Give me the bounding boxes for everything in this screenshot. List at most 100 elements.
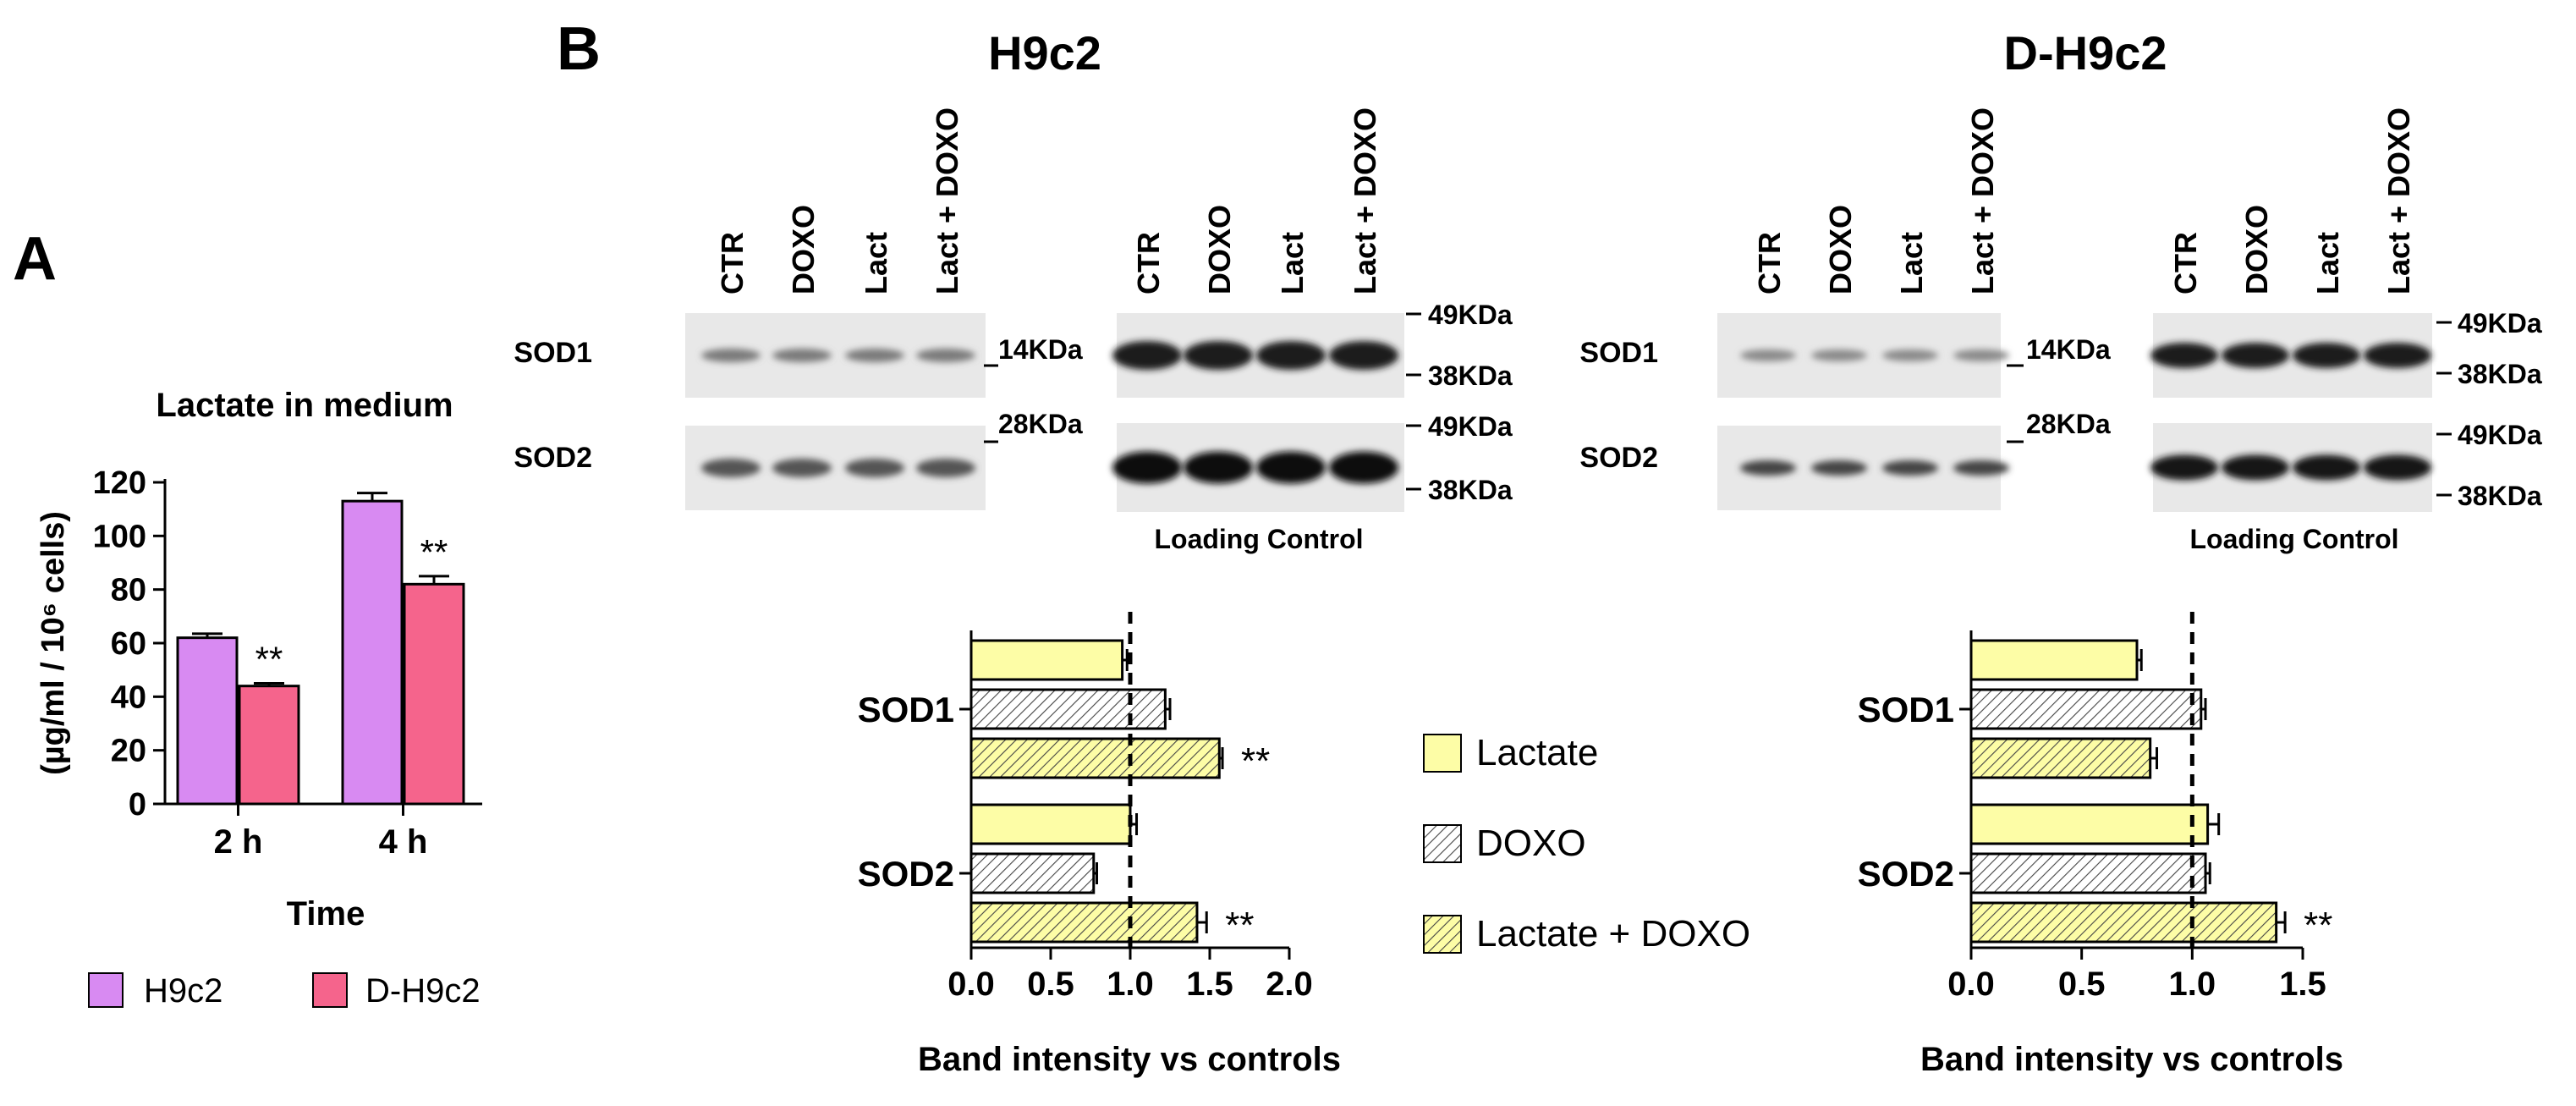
blot-dh9c2-marker: 28KDa (2026, 409, 2111, 439)
blot-dh9c2-sod2-band (1811, 460, 1867, 476)
chart-b1-xtick-label: 0.0 (947, 966, 995, 1003)
blot-h9c2-sod-lane-label: Lact (859, 232, 893, 294)
legend-b-lactate-swatch (1423, 734, 1462, 773)
blot-h9c2-lc1-band (1329, 341, 1398, 370)
chart-a-ytick-label: 40 (111, 680, 146, 715)
blot-h9c2-lc2-band (1256, 451, 1326, 484)
chart-a-bar (403, 582, 465, 806)
blot-dh9c2-row-label: SOD1 (1579, 337, 1658, 369)
chart-a-ylabel: (µg/ml / 10⁶ cells) (36, 511, 71, 775)
chart-b1-significance: ** (1225, 905, 1254, 946)
legend-b-lactdoxo-label: Lactate + DOXO (1476, 913, 1750, 955)
blot-dh9c2-lc-lane-label: Lact (2310, 232, 2345, 294)
chart-b1-title: H9c2 (988, 26, 1101, 80)
chart-b1-xtick-label: 0.5 (1027, 966, 1074, 1003)
legend-a-dh9c2-swatch (312, 972, 348, 1008)
chart-b2-bar (1969, 852, 2207, 894)
blot-dh9c2-marker: 14KDa (2026, 334, 2111, 365)
blot-dh9c2-sod1-band (1740, 349, 1796, 361)
legend-b-lactate-label: Lactate (1476, 732, 1598, 773)
legend-a-h9c2-swatch (88, 972, 124, 1008)
blot-h9c2-lc1-band (1184, 341, 1253, 370)
blot-dh9c2-sod-lane-label: Lact (1894, 232, 1929, 294)
blot-h9c2-lc-lane-label: Lact (1275, 232, 1310, 294)
chart-a-significance: ** (420, 532, 448, 572)
blot-dh9c2-lc2-band (2150, 454, 2218, 481)
chart-a-plot: 0 20 40 60 80 100 120 ** 2 h ** 4 h (93, 465, 482, 861)
chart-b1-bar (969, 639, 1124, 681)
blot-h9c2-lc1-band (1256, 341, 1326, 370)
chart-b2-xtick-label: 1.0 (2169, 966, 2216, 1003)
blot-h9c2-row-label: SOD2 (514, 442, 592, 474)
blot-dh9c2-lc1-band (2293, 343, 2360, 368)
blot-h9c2-lc2-band (1112, 451, 1182, 484)
chart-a-ytick-label: 100 (93, 519, 146, 554)
panel-label-b: B (557, 15, 601, 83)
panel-label-a: A (13, 225, 57, 293)
chart-b2-bar (1969, 688, 2203, 730)
chart-a-significance: ** (255, 640, 283, 680)
blot-dh9c2-sod1-band (1811, 349, 1867, 361)
chart-a: Lactate in medium (µg/ml / 10⁶ cells) Ti… (36, 387, 482, 1010)
blot-dh9c2-sod2-band (1953, 460, 2009, 476)
chart-a-ytick-label: 0 (129, 787, 146, 823)
chart-b1-significance: ** (1241, 740, 1270, 782)
chart-b2-ytick-label: SOD1 (1858, 690, 1954, 729)
chart-a-xlabel: Time (287, 895, 365, 933)
blot-h9c2-lc-marker: 38KDa (1428, 360, 1513, 391)
blot-h9c2-lc2-band (1329, 451, 1398, 484)
blot-h9c2-row-label: SOD1 (514, 337, 592, 369)
chart-a-title: Lactate in medium (156, 387, 453, 424)
blot-h9c2-marker: 28KDa (998, 409, 1083, 439)
chart-a-ytick-label: 120 (93, 465, 146, 501)
blot-dh9c2-lc-lane-label: CTR (2168, 232, 2203, 294)
chart-b1-plot: ** SOD1 ** SOD2 0.0 0.5 1.0 1.5 2.0 (858, 612, 1313, 1003)
chart-a-bar (176, 636, 239, 806)
chart-b2-bar (1969, 737, 2152, 779)
chart-b2-plot: SOD1 ** SOD2 0.0 0.5 1.0 1.5 (1858, 612, 2332, 1003)
blot-dh9c2-lc2-band (2293, 454, 2360, 481)
blot-dh9c2-lc-marker: 38KDa (2458, 481, 2542, 511)
chart-b2-significance: ** (2304, 905, 2332, 946)
legend-b-doxo-swatch (1423, 824, 1462, 863)
blot-h9c2-marker: 14KDa (998, 334, 1083, 365)
blot-h9c2-loading-label: Loading Control (1154, 524, 1363, 554)
chart-b2-xlabel: Band intensity vs controls (1920, 1041, 2343, 1078)
blot-dh9c2-sod-lane-label: CTR (1752, 232, 1787, 294)
chart-b1-bar (969, 901, 1199, 944)
chart-b1-ytick-label: SOD2 (858, 854, 954, 894)
chart-b1-xlabel: Band intensity vs controls (918, 1041, 1341, 1078)
chart-b1-xtick-label: 2.0 (1266, 966, 1313, 1003)
blot-h9c2-lc-marker: 38KDa (1428, 475, 1513, 505)
blot-dh9c2-lc-lane-label: Lact + DOXO (2381, 107, 2416, 294)
chart-b2-ytick-label: SOD2 (1858, 854, 1954, 894)
blot-h9c2-lc2-band (1184, 451, 1253, 484)
chart-a-bar (341, 499, 404, 806)
blot-dh9c2-sod2-band (1740, 460, 1796, 476)
blot-dh9c2-lc2-band (2222, 454, 2289, 481)
chart-b1-xtick-label: 1.0 (1107, 966, 1154, 1003)
chart-b2-xtick-label: 0.0 (1947, 966, 1995, 1003)
blot-dh9c2-sod1-band (1953, 349, 2009, 361)
blot-dh9c2-lc1-band (2150, 343, 2218, 368)
blot-h9c2-lc-lane-label: DOXO (1202, 205, 1237, 294)
chart-a-ytick-label: 60 (111, 626, 146, 662)
blot-dh9c2-lc-marker: 38KDa (2458, 359, 2542, 389)
chart-a-ytick-label: 80 (111, 573, 146, 608)
chart-b2-bar (1969, 901, 2278, 944)
blot-h9c2-sod2-band (845, 459, 904, 477)
blot-h9c2-sod1-band (845, 349, 904, 362)
blot-h9c2-sod-lane-label: DOXO (786, 205, 821, 294)
blot-h9c2-sod-lane-label: Lact + DOXO (930, 107, 964, 294)
blot-dh9c2-lc1-band (2222, 343, 2289, 368)
chart-b2-xtick-label: 0.5 (2058, 966, 2106, 1003)
blot-h9c2-sod1-band (772, 349, 832, 362)
blot-dh9c2-sod-lane-label: DOXO (1823, 205, 1858, 294)
blot-h9c2-sod2-band (701, 459, 761, 477)
chart-b1-xtick-label: 1.5 (1186, 966, 1233, 1003)
blot-h9c2-lc-lane-label: CTR (1131, 232, 1166, 294)
blot-dh9c2-row-label: SOD2 (1579, 442, 1658, 474)
chart-b1-bar (969, 852, 1096, 894)
